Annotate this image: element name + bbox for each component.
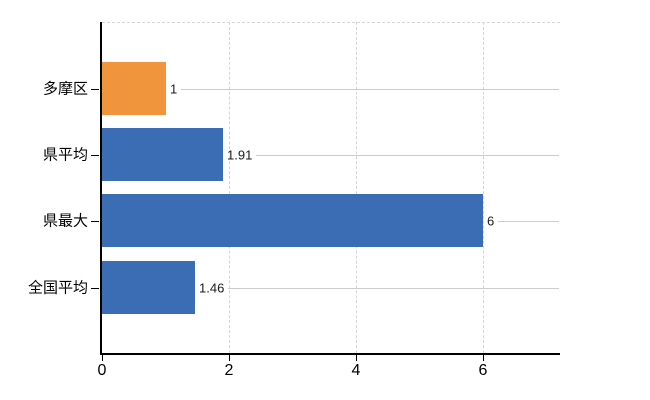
x-tick-mark (356, 355, 357, 361)
bar-value-label: 1 (170, 81, 178, 96)
value-leader-line (498, 221, 559, 222)
x-axis-line (100, 353, 560, 355)
bar-value-label: 6 (487, 213, 495, 228)
category-label: 県平均 (42, 146, 88, 163)
category-tick (91, 288, 99, 289)
category-tick (91, 221, 99, 222)
bar-value-label: 1.91 (227, 147, 253, 162)
bar (102, 261, 195, 314)
value-leader-line (256, 155, 559, 156)
gridline-6 (483, 22, 484, 353)
x-tick-mark (483, 355, 484, 361)
x-tick-label: 6 (478, 362, 488, 379)
x-tick-label: 4 (351, 362, 361, 379)
x-tick-label: 0 (97, 362, 107, 379)
category-tick (91, 89, 99, 90)
bar (102, 194, 483, 247)
category-label: 全国平均 (27, 279, 88, 296)
bar (102, 128, 223, 181)
category-label: 多摩区 (42, 80, 88, 97)
category-tick (91, 155, 99, 156)
bar-value-label: 1.46 (199, 280, 225, 295)
gridline-2 (229, 22, 230, 353)
gridline-4 (356, 22, 357, 353)
value-leader-line (181, 89, 559, 90)
bar (102, 62, 166, 115)
x-tick-mark (102, 355, 103, 361)
y-axis-line (100, 22, 102, 355)
plot-area: 1 1.91 6 1.46 (102, 22, 560, 353)
category-label: 県最大 (42, 212, 88, 229)
x-tick-mark (229, 355, 230, 361)
value-leader-line (228, 288, 559, 289)
x-tick-label: 2 (224, 362, 234, 379)
plot-top-border (102, 22, 560, 23)
